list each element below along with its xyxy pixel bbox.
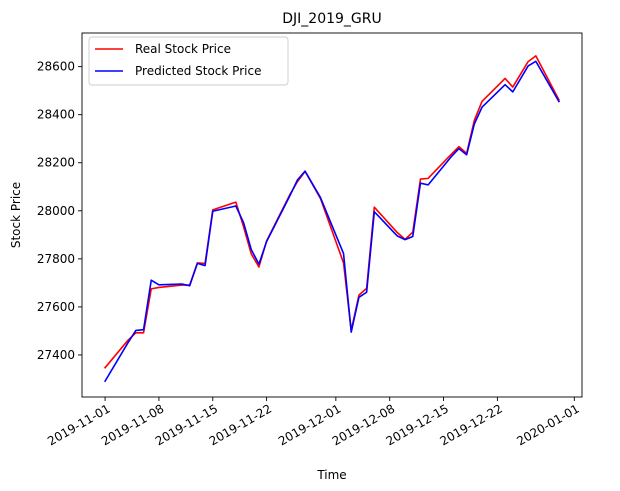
x-axis-label: Time <box>316 468 346 482</box>
y-tick-label: 28600 <box>37 60 75 74</box>
series-layer <box>103 55 561 383</box>
y-tick-label: 28400 <box>37 108 75 122</box>
y-axis-ticks: 27400 27600 27800 28000 28200 28400 28600 <box>37 60 82 362</box>
y-tick-label: 27800 <box>37 252 75 266</box>
y-tick-label: 28000 <box>37 204 75 218</box>
legend-box <box>88 36 289 86</box>
x-axis-ticks: 2019-11-012019-11-082019-11-152019-11-22… <box>45 397 582 448</box>
x-tick-label: 2020-01-01 <box>514 401 581 448</box>
y-tick-label: 27600 <box>37 300 75 314</box>
plot-area <box>82 33 582 397</box>
legend: Real Stock Price Predicted Stock Price <box>88 36 289 86</box>
predicted-stock-price-line <box>103 60 561 383</box>
legend-label-real: Real Stock Price <box>135 42 231 56</box>
y-axis-label: Stock Price <box>9 182 23 248</box>
chart-title: DJI_2019_GRU <box>282 11 382 27</box>
plot-frame <box>81 32 583 398</box>
y-tick-label: 28200 <box>37 156 75 170</box>
y-tick-label: 27400 <box>37 348 75 362</box>
legend-label-predicted: Predicted Stock Price <box>135 64 261 78</box>
